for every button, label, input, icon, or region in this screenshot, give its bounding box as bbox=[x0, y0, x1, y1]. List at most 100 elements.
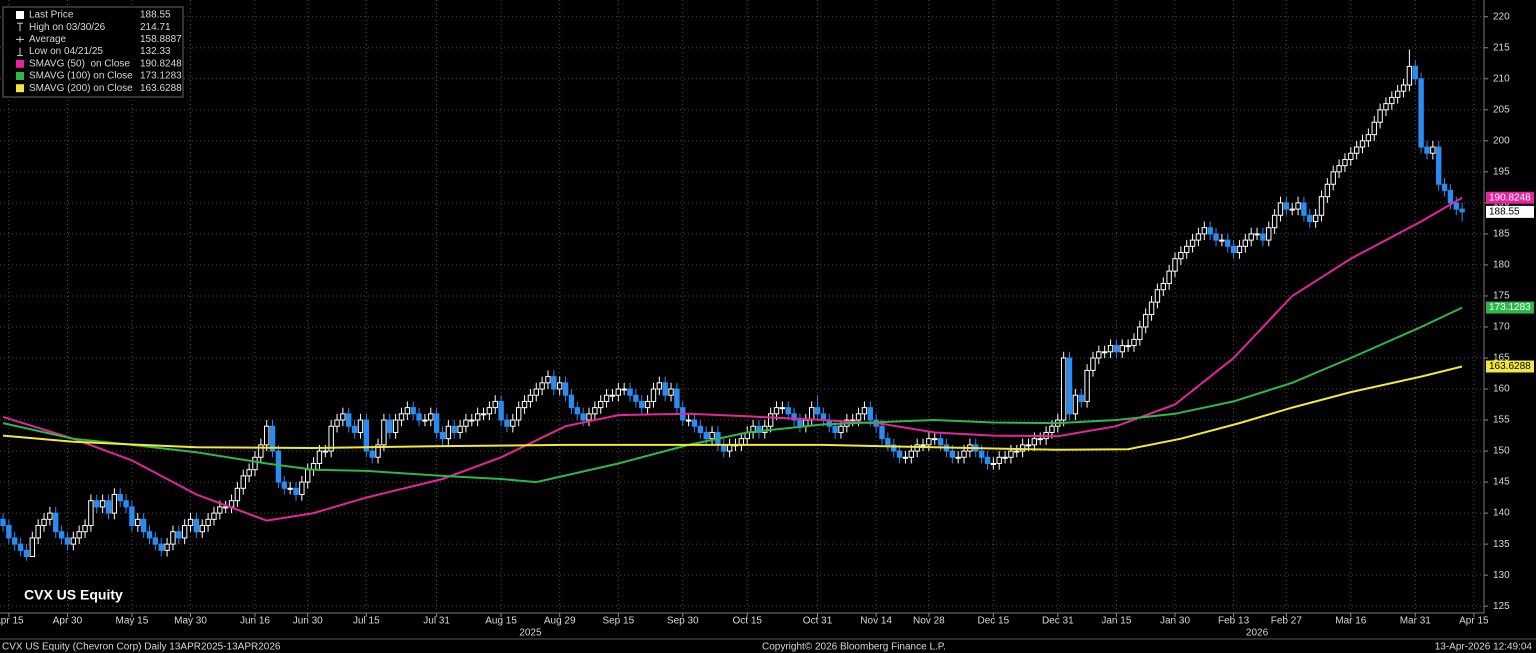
legend-label: Low on 04/21/25 bbox=[29, 46, 103, 57]
candle-body bbox=[691, 419, 698, 427]
candle-body bbox=[58, 531, 65, 539]
y-tick-label: 200 bbox=[1493, 135, 1510, 146]
chart-title: CVX US Equity bbox=[24, 587, 123, 603]
candle-body bbox=[562, 382, 569, 396]
candle-body bbox=[1342, 158, 1348, 167]
candle-body bbox=[756, 425, 762, 433]
y-tick-label: 140 bbox=[1493, 508, 1510, 519]
value-tag-bg bbox=[1486, 191, 1534, 204]
candle-body bbox=[592, 407, 598, 415]
candle-body bbox=[838, 425, 844, 433]
candle-body bbox=[609, 394, 616, 397]
candle-body bbox=[99, 500, 106, 508]
candle-body bbox=[1254, 233, 1260, 236]
candle-body bbox=[1242, 239, 1249, 247]
candle-body bbox=[1312, 214, 1319, 222]
x-tick-label: Feb 13 bbox=[1218, 616, 1250, 627]
candle-body bbox=[1424, 146, 1430, 154]
sma-line bbox=[2, 196, 1463, 522]
candle-body bbox=[785, 407, 791, 415]
value-tag-bg bbox=[1486, 205, 1534, 218]
candle-body bbox=[1137, 326, 1143, 340]
candle-body bbox=[1266, 227, 1272, 241]
y-tick-label: 175 bbox=[1493, 291, 1510, 302]
y-tick-label: 160 bbox=[1493, 384, 1510, 395]
candle-body bbox=[1002, 456, 1008, 459]
x-tick-label: Jun 16 bbox=[240, 616, 270, 627]
candle-body bbox=[451, 425, 457, 433]
legend-value: 190.8248 bbox=[140, 58, 182, 69]
candle-body bbox=[340, 413, 346, 421]
candle-body bbox=[1336, 165, 1342, 173]
candle-body bbox=[633, 394, 639, 402]
y-tick-label: 130 bbox=[1493, 570, 1510, 581]
candle-body bbox=[1277, 202, 1284, 216]
plot-area bbox=[0, 49, 1465, 561]
year-label: 2026 bbox=[1246, 628, 1269, 639]
candle-body bbox=[990, 462, 997, 465]
candle-body bbox=[533, 388, 539, 396]
candle-body bbox=[1101, 351, 1108, 354]
candle-body bbox=[1166, 270, 1172, 285]
candle-body bbox=[855, 413, 862, 421]
candle-body bbox=[1383, 103, 1389, 111]
candle-body bbox=[398, 413, 405, 421]
legend-value: 163.6288 bbox=[140, 83, 182, 94]
candle-body bbox=[328, 425, 334, 452]
candle-body bbox=[1096, 351, 1102, 359]
candle-body bbox=[885, 438, 891, 446]
candle-body bbox=[492, 400, 498, 409]
y-tick-label: 170 bbox=[1493, 322, 1510, 333]
candle-body bbox=[105, 500, 112, 514]
y-tick-label: 135 bbox=[1493, 539, 1510, 550]
x-tick-label: May 30 bbox=[174, 616, 207, 627]
candle-body bbox=[47, 512, 53, 520]
candle-body bbox=[1318, 196, 1325, 216]
candle-body bbox=[387, 419, 393, 433]
candle-body bbox=[240, 475, 246, 489]
candle-body bbox=[123, 500, 129, 508]
candle-body bbox=[1031, 438, 1038, 446]
sma-line bbox=[2, 365, 1463, 451]
candle-body bbox=[1119, 345, 1125, 353]
candle-body bbox=[773, 407, 780, 415]
candle-body bbox=[1107, 345, 1114, 353]
candle-body bbox=[187, 518, 194, 527]
candle-body bbox=[428, 413, 434, 421]
axes: 125 130 135 140 145 150 155 160 165 170 175 180 185 1… bbox=[0, 11, 1534, 639]
x-tick-label: Dec 31 bbox=[1042, 616, 1074, 627]
candle-body bbox=[404, 407, 411, 415]
value-tag: 173.1283 bbox=[1489, 302, 1531, 313]
x-tick-label: Nov 14 bbox=[860, 616, 892, 627]
candle-body bbox=[937, 438, 944, 446]
candle-body bbox=[293, 487, 299, 495]
candle-body bbox=[287, 487, 293, 490]
candle-body bbox=[1184, 245, 1190, 254]
legend-value: 132.33 bbox=[140, 46, 171, 57]
candle-body bbox=[674, 388, 680, 409]
candle-body bbox=[94, 500, 100, 508]
candle-body bbox=[891, 444, 897, 452]
candle-body bbox=[867, 407, 873, 421]
candle-body bbox=[269, 425, 276, 452]
x-tick-label: Mar 16 bbox=[1335, 616, 1367, 627]
candle-body bbox=[234, 487, 241, 502]
candle-body bbox=[656, 382, 663, 390]
candle-body bbox=[0, 518, 6, 527]
legend-box bbox=[2, 6, 184, 98]
candle-body bbox=[357, 419, 364, 433]
candle-body bbox=[498, 400, 504, 421]
candle-body bbox=[586, 413, 592, 421]
x-tick-label: Sep 30 bbox=[667, 616, 699, 627]
candle-body bbox=[1113, 345, 1120, 353]
candle-body bbox=[1019, 444, 1026, 452]
y-tick-label: 155 bbox=[1493, 415, 1510, 426]
candle-body bbox=[1236, 245, 1243, 254]
candle-body bbox=[480, 413, 487, 416]
candle-body bbox=[1365, 134, 1372, 142]
candle-body bbox=[1447, 189, 1454, 204]
candle-body bbox=[474, 413, 481, 421]
candle-body bbox=[1201, 227, 1207, 235]
candle-body bbox=[668, 388, 674, 396]
year-label: 2025 bbox=[519, 628, 542, 639]
